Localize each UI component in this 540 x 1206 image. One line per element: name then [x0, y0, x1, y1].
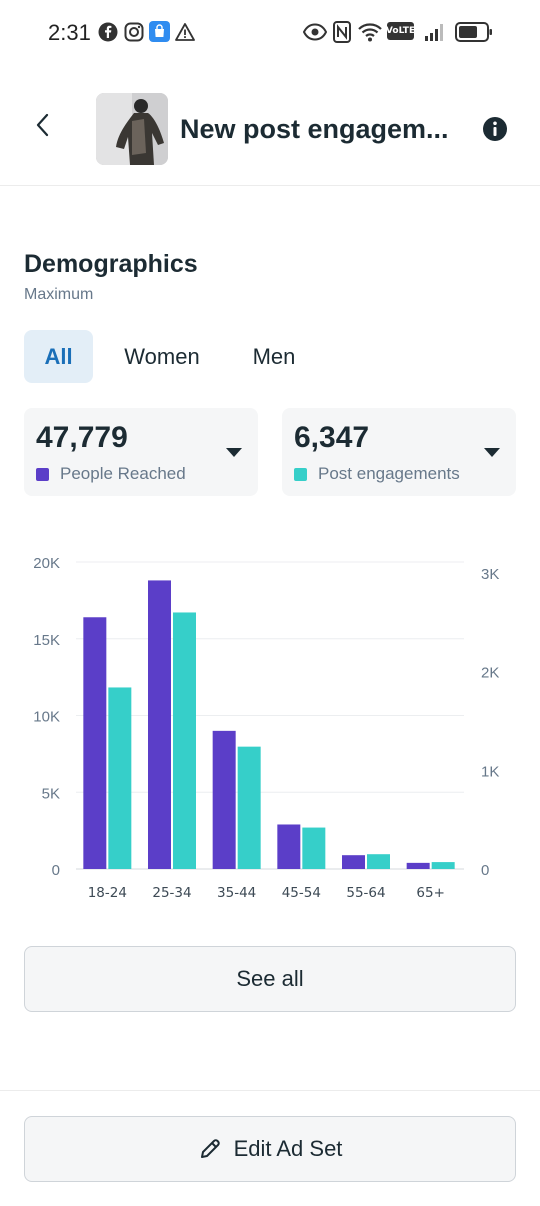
tab-men[interactable]: Men [252, 343, 296, 369]
instagram-icon [124, 22, 144, 42]
x-tick-label: 18-24 [88, 885, 127, 901]
caret-down-icon[interactable] [484, 448, 500, 457]
edit-ad-set-button[interactable]: Edit Ad Set [24, 1116, 516, 1182]
edit-ad-set-label: Edit Ad Set [233, 1136, 343, 1161]
bar-post-engagements [431, 862, 455, 869]
see-all-label: See all [236, 966, 304, 991]
volte-label: VoLTE [385, 26, 416, 36]
legend-swatch [294, 468, 307, 481]
metric-card-post-engagements[interactable]: 6,347 Post engagements [282, 408, 516, 496]
signal-icon [425, 24, 443, 41]
section-title: Demographics [24, 250, 198, 278]
y-left-tick-label: 20K [33, 555, 60, 572]
tab-all[interactable]: All [24, 330, 93, 383]
status-time: 2:31 [48, 20, 91, 45]
bar-post-engagements [367, 854, 390, 869]
y-right-tick-label: 1K [481, 763, 499, 780]
bar-post-engagements [237, 746, 261, 869]
x-tick-label: 65+ [416, 885, 445, 901]
facebook-icon [98, 22, 118, 42]
divider [0, 1090, 540, 1091]
post-thumbnail [96, 93, 168, 165]
metric-value: 47,779 [36, 421, 128, 454]
x-tick-label: 45-54 [282, 885, 321, 901]
battery-icon [455, 22, 492, 42]
metric-card-people-reached[interactable]: 47,779 People Reached [24, 408, 258, 496]
wifi-icon [358, 23, 382, 42]
caret-down-icon[interactable] [226, 448, 242, 457]
y-left-tick-label: 15K [33, 632, 60, 649]
bar-people-reached [212, 730, 236, 869]
section-subtitle: Maximum [24, 286, 94, 303]
x-tick-label: 25-34 [152, 885, 191, 901]
demographics-bar-chart: 0 5K 10K 15K 20K 0 1K 2K 3K 18-24 25-34 35-44 45-54 5… [33, 555, 499, 901]
bar-post-engagements [108, 687, 132, 869]
info-icon[interactable] [482, 116, 508, 142]
x-tick-label: 55-64 [346, 885, 385, 901]
back-arrow-icon[interactable] [28, 110, 58, 140]
page-title: New post engagem... [180, 114, 449, 144]
legend-swatch [36, 468, 49, 481]
y-left-tick-label: 0 [52, 862, 60, 879]
eye-icon [303, 23, 327, 41]
bar-people-reached [406, 862, 430, 869]
volte-icon: VoLTE [385, 22, 416, 40]
metric-label: Post engagements [318, 464, 460, 483]
shopping-bag-icon [149, 21, 170, 42]
y-right-tick-label: 2K [481, 665, 499, 682]
bar-people-reached [277, 824, 301, 869]
header: New post engagem... [0, 64, 540, 186]
nfc-icon [333, 21, 351, 43]
y-right-tick-label: 3K [481, 566, 499, 583]
tab-women[interactable]: Women [124, 343, 200, 369]
metric-value: 6,347 [294, 421, 370, 454]
bar-post-engagements [302, 827, 326, 869]
pencil-icon [200, 1139, 220, 1158]
metric-label: People Reached [60, 464, 186, 483]
y-left-tick-label: 10K [33, 709, 60, 726]
see-all-button[interactable]: See all [24, 946, 516, 1012]
bar-people-reached [83, 617, 107, 869]
y-left-tick-label: 5K [42, 785, 60, 802]
bar-post-engagements [173, 612, 196, 869]
y-right-tick-label: 0 [481, 862, 489, 879]
bar-people-reached [148, 580, 171, 869]
x-tick-label: 35-44 [217, 885, 256, 901]
status-bar: 2:31 VoLTE [0, 0, 540, 64]
bar-people-reached [342, 855, 365, 869]
warning-icon [175, 23, 195, 41]
